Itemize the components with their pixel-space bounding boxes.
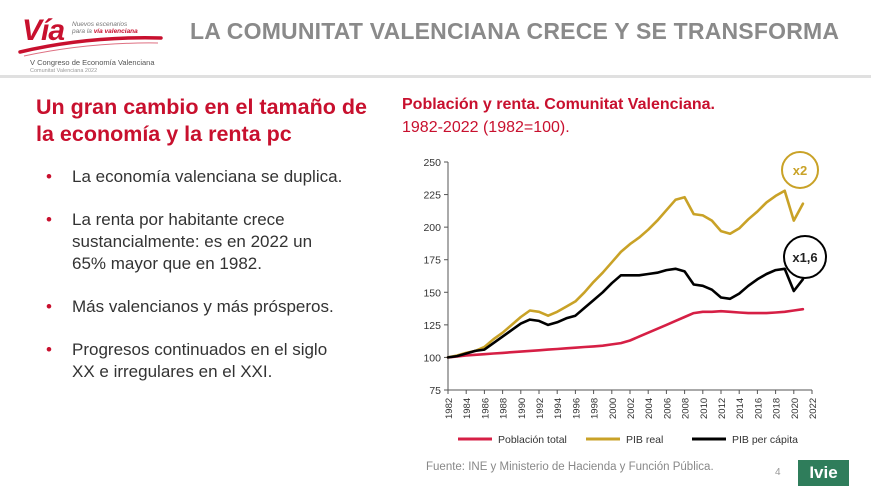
bullet-text: La economía valenciana se duplica. — [72, 167, 343, 186]
series-line-1 — [446, 189, 805, 359]
y-tick-label: 250 — [423, 157, 441, 169]
bullet-item: • Más valencianos y más prósperos. — [46, 296, 346, 318]
logo-tagline-2: para la — [72, 28, 92, 35]
x-tick-label: 1986 — [480, 398, 491, 419]
x-tick-label: 1990 — [517, 398, 528, 419]
x-tick-label: 2020 — [790, 398, 801, 419]
bullet-item: • La economía valenciana se duplica. — [46, 166, 346, 188]
bullet-marker: • — [46, 210, 52, 229]
annotation-circle — [781, 151, 819, 189]
x-tick-label: 1992 — [535, 398, 546, 419]
y-tick-label: 150 — [423, 287, 441, 299]
x-tick-label: 2016 — [753, 398, 764, 419]
x-tick-label: 1982 — [444, 398, 455, 419]
x-tick-label: 1988 — [499, 398, 510, 419]
bullet-marker: • — [46, 340, 52, 359]
x-tick-label: 2000 — [608, 398, 619, 419]
annotation-label: x1,6 — [792, 250, 817, 265]
logo-place: Comunitat Valenciana 2022 — [30, 68, 98, 74]
via-logo: Vía Nuevos escenarios para la vía valenc… — [18, 8, 168, 78]
logo-tagline: Nuevos escenarios para la vía valenciana — [72, 21, 142, 35]
y-tick-label: 75 — [429, 385, 441, 397]
x-tick-label: 1984 — [462, 398, 473, 419]
ivie-logo: Ivie — [798, 460, 849, 486]
page-number: 4 — [775, 467, 781, 478]
bullet-list: • La economía valenciana se duplica. • La … — [46, 166, 346, 404]
logo-congress: V Congreso de Economía Valenciana — [30, 58, 155, 67]
y-tick-label: 125 — [423, 320, 441, 332]
page-title: LA COMUNITAT VALENCIANA CRECE Y SE TRANS… — [190, 18, 840, 44]
x-tick-label: 1994 — [553, 398, 564, 419]
x-tick-label: 2012 — [717, 398, 728, 419]
logo-tagline-1: Nuevos escenarios — [72, 21, 128, 28]
x-tick-label: 2004 — [644, 398, 655, 419]
bullet-marker: • — [46, 297, 52, 316]
y-tick-label: 175 — [423, 255, 441, 267]
x-tick-label: 2002 — [626, 398, 637, 419]
x-tick-label: 1998 — [590, 398, 601, 419]
annotation-circle — [783, 235, 827, 279]
logo-brand: Vía — [22, 14, 65, 47]
chart-subtitle: 1982-2022 (1982=100). — [402, 119, 570, 136]
source-note: Fuente: INE y Ministerio de Hacienda y F… — [426, 461, 714, 473]
y-tick-label: 200 — [423, 222, 441, 234]
y-tick-label: 225 — [423, 190, 441, 202]
bullet-marker: • — [46, 167, 52, 186]
header-divider — [0, 75, 871, 78]
legend-label: PIB real — [626, 434, 663, 446]
series-line-0 — [446, 307, 805, 359]
header: Vía Nuevos escenarios para la vía valenc… — [0, 0, 871, 80]
bullet-text: Progresos continuados en el siglo XX e i… — [72, 340, 328, 381]
bullet-item: • Progresos continuados en el siglo XX e … — [46, 339, 346, 383]
x-tick-label: 2010 — [699, 398, 710, 419]
x-tick-label: 2006 — [662, 398, 673, 419]
x-tick-label: 2022 — [808, 398, 819, 419]
line-chart: 75 100 125 150 175 200 225 250 1982 1984 1986 1988 1… — [423, 151, 827, 446]
x-tick-label: 2008 — [681, 398, 692, 419]
x-tick-label: 1996 — [571, 398, 582, 419]
bullet-item: • La renta por habitante crece sustancial… — [46, 209, 346, 275]
logo-swoosh-icon — [18, 36, 163, 57]
series-line-2 — [446, 267, 805, 359]
bullet-text: La renta por habitante crece sustancialm… — [72, 210, 313, 273]
legend-label: PIB per cápita — [732, 434, 798, 446]
bullet-text: Más valencianos y más prósperos. — [72, 297, 334, 316]
x-tick-label: 2014 — [735, 398, 746, 419]
y-tick-label: 100 — [423, 352, 441, 364]
logo-tagline-3: vía valenciana — [93, 28, 138, 35]
chart-title: Población y renta. Comunitat Valenciana. — [402, 96, 715, 113]
legend-label: Población total — [498, 434, 567, 446]
section-heading: Un gran cambio en el tamaño de la econom… — [36, 95, 367, 146]
x-tick-label: 2018 — [772, 398, 783, 419]
annotation-label: x2 — [793, 163, 807, 178]
